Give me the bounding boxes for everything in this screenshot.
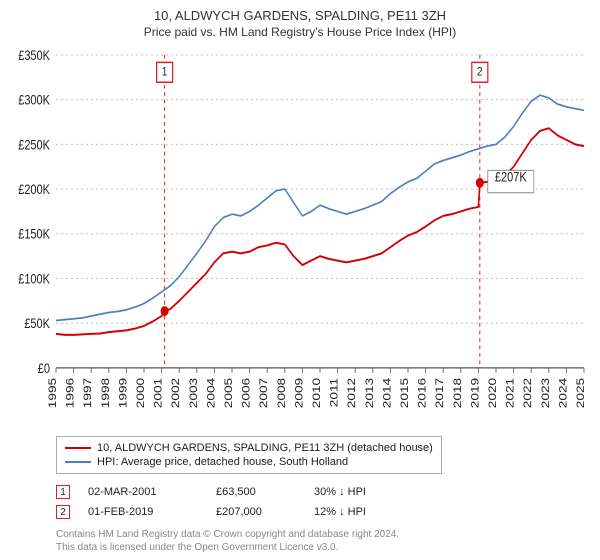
svg-text:£250K: £250K	[18, 137, 50, 152]
svg-text:£100K: £100K	[18, 271, 50, 286]
svg-text:2006: 2006	[240, 378, 252, 408]
legend-swatch	[65, 447, 91, 449]
sale-marker: 2	[56, 505, 70, 519]
svg-text:2001: 2001	[152, 378, 164, 408]
sale-date: 01-FEB-2019	[88, 506, 198, 518]
svg-text:2017: 2017	[433, 378, 445, 408]
svg-text:2010: 2010	[310, 378, 322, 408]
svg-text:2025: 2025	[574, 378, 586, 408]
sale-date: 02-MAR-2001	[88, 486, 198, 498]
sales-row: 1 02-MAR-2001 £63,500 30% ↓ HPI	[56, 482, 590, 502]
sale-price: £63,500	[216, 486, 296, 498]
svg-text:2003: 2003	[187, 378, 199, 408]
chart-title: 10, ALDWYCH GARDENS, SPALDING, PE11 3ZH	[10, 8, 590, 23]
chart-legend: 10, ALDWYCH GARDENS, SPALDING, PE11 3ZH …	[56, 436, 442, 474]
svg-text:2023: 2023	[539, 378, 551, 408]
sale-marker: 1	[56, 485, 70, 499]
sales-row: 2 01-FEB-2019 £207,000 12% ↓ HPI	[56, 502, 590, 522]
legend-item: 10, ALDWYCH GARDENS, SPALDING, PE11 3ZH …	[65, 441, 433, 455]
svg-text:2009: 2009	[293, 378, 305, 408]
legend-swatch	[65, 461, 91, 463]
sale-pct-vs-hpi: 12% ↓ HPI	[314, 506, 434, 518]
svg-text:2007: 2007	[257, 378, 269, 408]
legend-item: HPI: Average price, detached house, Sout…	[65, 455, 433, 469]
svg-text:£50K: £50K	[24, 316, 50, 331]
svg-text:1: 1	[162, 66, 168, 79]
svg-text:2016: 2016	[416, 378, 428, 408]
svg-text:2020: 2020	[486, 378, 498, 408]
svg-text:2005: 2005	[222, 378, 234, 408]
svg-text:2018: 2018	[451, 378, 463, 408]
svg-text:2011: 2011	[328, 378, 340, 407]
svg-text:£150K: £150K	[18, 227, 50, 242]
svg-text:£0: £0	[38, 361, 50, 376]
svg-text:£207K: £207K	[495, 169, 527, 184]
svg-text:2004: 2004	[205, 378, 217, 408]
svg-text:2024: 2024	[557, 378, 569, 408]
svg-text:2015: 2015	[398, 378, 410, 408]
svg-text:£300K: £300K	[18, 92, 50, 107]
legend-label: 10, ALDWYCH GARDENS, SPALDING, PE11 3ZH …	[97, 442, 433, 454]
chart-subtitle: Price paid vs. HM Land Registry's House …	[10, 25, 590, 39]
svg-text:£200K: £200K	[18, 182, 50, 197]
svg-text:1995: 1995	[46, 378, 58, 408]
svg-text:1998: 1998	[99, 378, 111, 408]
svg-text:2021: 2021	[504, 378, 516, 408]
chart-svg: £0 £50K £100K £150K £200K £250K £300K £350K 1995…	[10, 45, 590, 430]
svg-text:1999: 1999	[117, 378, 129, 408]
svg-text:2012: 2012	[345, 378, 357, 408]
svg-text:2022: 2022	[521, 378, 533, 408]
footer-line-2: This data is licensed under the Open Gov…	[56, 541, 590, 554]
legend-label: HPI: Average price, detached house, Sout…	[97, 456, 348, 468]
svg-text:1997: 1997	[81, 378, 93, 408]
svg-text:2: 2	[477, 66, 483, 79]
svg-text:2019: 2019	[469, 378, 481, 408]
sale-price: £207,000	[216, 506, 296, 518]
chart-plot-area: £0 £50K £100K £150K £200K £250K £300K £350K 1995…	[10, 45, 590, 430]
footer-line-1: Contains HM Land Registry data © Crown c…	[56, 528, 590, 541]
chart-container: 10, ALDWYCH GARDENS, SPALDING, PE11 3ZH …	[0, 0, 600, 560]
sales-table: 1 02-MAR-2001 £63,500 30% ↓ HPI 2 01-FEB-2019…	[56, 482, 590, 522]
sale-pct-vs-hpi: 30% ↓ HPI	[314, 486, 434, 498]
svg-text:2014: 2014	[381, 378, 393, 408]
footer-attribution: Contains HM Land Registry data © Crown c…	[56, 528, 590, 554]
svg-text:2002: 2002	[169, 378, 181, 408]
svg-text:2013: 2013	[363, 378, 375, 408]
svg-text:£350K: £350K	[18, 48, 50, 63]
svg-text:2000: 2000	[134, 378, 146, 408]
svg-text:1996: 1996	[64, 378, 76, 408]
svg-text:2008: 2008	[275, 378, 287, 408]
